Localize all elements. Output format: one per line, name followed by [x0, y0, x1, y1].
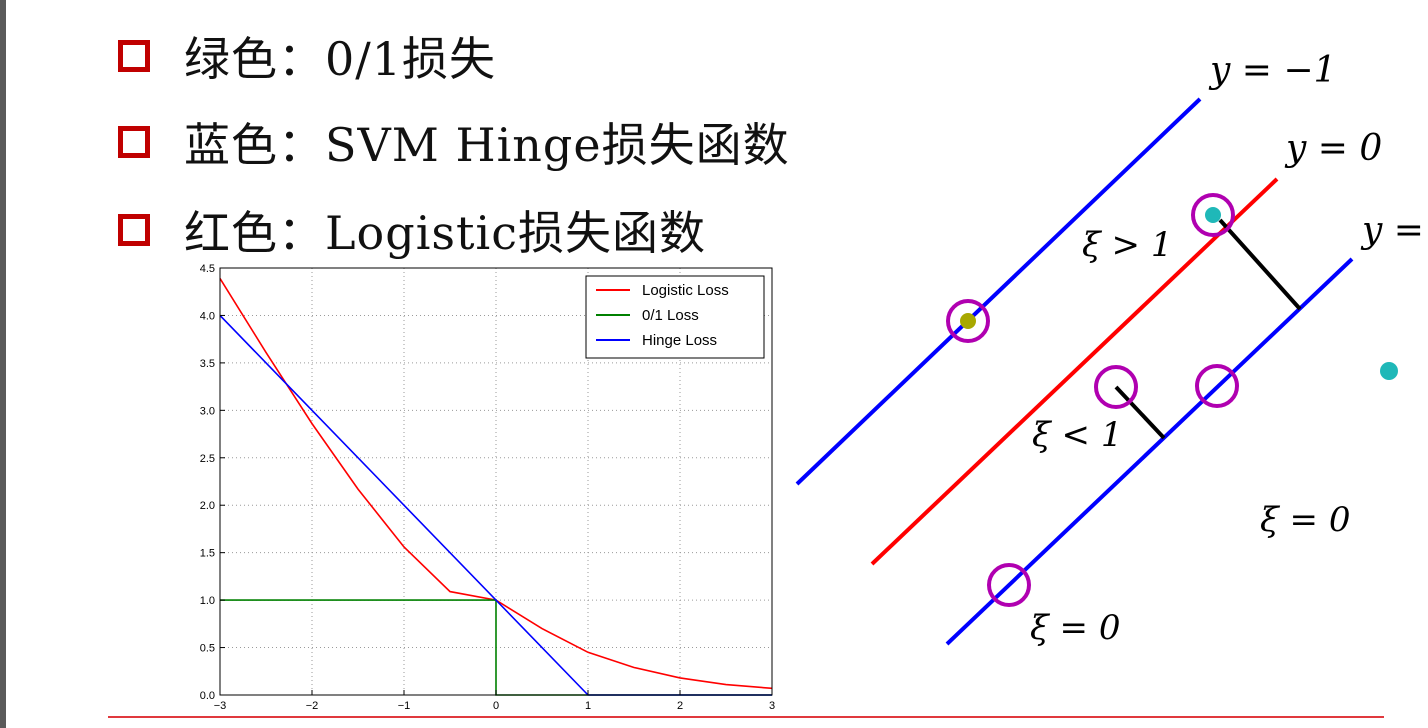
data-point — [1380, 362, 1398, 380]
y-tick-label: 2.5 — [200, 453, 215, 465]
y-tick-label: 4.0 — [200, 310, 215, 322]
left-border — [0, 0, 6, 728]
bottom-rule — [108, 716, 1384, 718]
support-vector-ring — [1094, 365, 1138, 409]
decision-boundary-line — [870, 177, 1279, 566]
y-tick-label: 1.0 — [200, 595, 215, 607]
x-tick-label: −3 — [214, 700, 227, 712]
x-tick-label: 2 — [677, 700, 683, 712]
data-point — [960, 313, 976, 329]
svm-diagram: y = −1 y = 0 y = ξ > 1 ξ < 1 ξ = 0 ξ = 0 — [795, 50, 1424, 648]
y-tick-label: 3.0 — [200, 405, 215, 417]
checkbox-icon — [118, 214, 150, 246]
bullet-label: 绿色： — [184, 32, 325, 86]
slack-segment-large — [1218, 218, 1302, 311]
chart-legend: Logistic Loss 0/1 Loss Hinge Loss — [585, 275, 765, 359]
y-tick-label: 3.5 — [200, 358, 215, 370]
x-tick-label: −1 — [398, 700, 411, 712]
label-y-1: y = — [1360, 210, 1424, 251]
bullet-text: 0/1损失 — [325, 32, 497, 86]
y-tick-label: 1.5 — [200, 548, 215, 560]
bullet-text: Logistic损失函数 — [325, 206, 706, 260]
bullet-text: SVM Hinge损失函数 — [325, 118, 790, 172]
checkbox-icon — [118, 126, 150, 158]
series-line — [220, 599, 772, 696]
slack-segment-small — [1114, 385, 1166, 440]
support-vector-ring — [987, 563, 1031, 607]
y-tick-label: 4.5 — [200, 263, 215, 275]
label-xi-lt-1: ξ < 1 — [1032, 415, 1122, 455]
label-xi-eq-0-bottom: ξ = 0 — [1030, 608, 1120, 648]
legend-label: 0/1 Loss — [642, 307, 699, 324]
margin-line-positive — [945, 257, 1354, 646]
bullet-logistic: 红色： Logistic损失函数 — [118, 200, 706, 260]
bullet-hinge: 蓝色： SVM Hinge损失函数 — [118, 112, 790, 172]
checkbox-icon — [118, 40, 150, 72]
support-vector-ring — [946, 299, 990, 343]
legend-label: Logistic Loss — [642, 282, 729, 299]
bullet-label: 蓝色： — [184, 118, 325, 172]
x-tick-label: 3 — [769, 700, 775, 712]
support-vector-ring — [1191, 193, 1235, 237]
chart-ticks: −3 −2 −1 0 1 2 3 0.0 0.5 1.0 1.5 2.0 2.5 3.0 3.5 4.0 4.5 — [200, 263, 775, 712]
y-tick-label: 0.0 — [200, 690, 215, 702]
label-xi-gt-1: ξ > 1 — [1082, 225, 1172, 265]
loss-chart: −3 −2 −1 0 1 2 3 0.0 0.5 1.0 1.5 2.0 2.5 3.0 3.5 4.0 4.5… — [200, 263, 775, 712]
label-y-neg1: y = −1 — [1208, 50, 1336, 91]
legend-label: Hinge Loss — [642, 332, 717, 349]
label-y-0: y = 0 — [1284, 128, 1382, 169]
x-tick-label: 1 — [585, 700, 591, 712]
bullet-zero-one: 绿色： 0/1损失 — [118, 26, 496, 86]
data-point — [1205, 207, 1221, 223]
x-tick-label: 0 — [493, 700, 499, 712]
label-xi-eq-0-right: ξ = 0 — [1260, 500, 1350, 540]
y-tick-label: 0.5 — [200, 643, 215, 655]
y-tick-label: 2.0 — [200, 500, 215, 512]
margin-line-negative — [795, 97, 1202, 486]
x-tick-label: −2 — [306, 700, 319, 712]
support-vector-ring — [1195, 364, 1239, 408]
bullet-label: 红色： — [184, 206, 325, 260]
